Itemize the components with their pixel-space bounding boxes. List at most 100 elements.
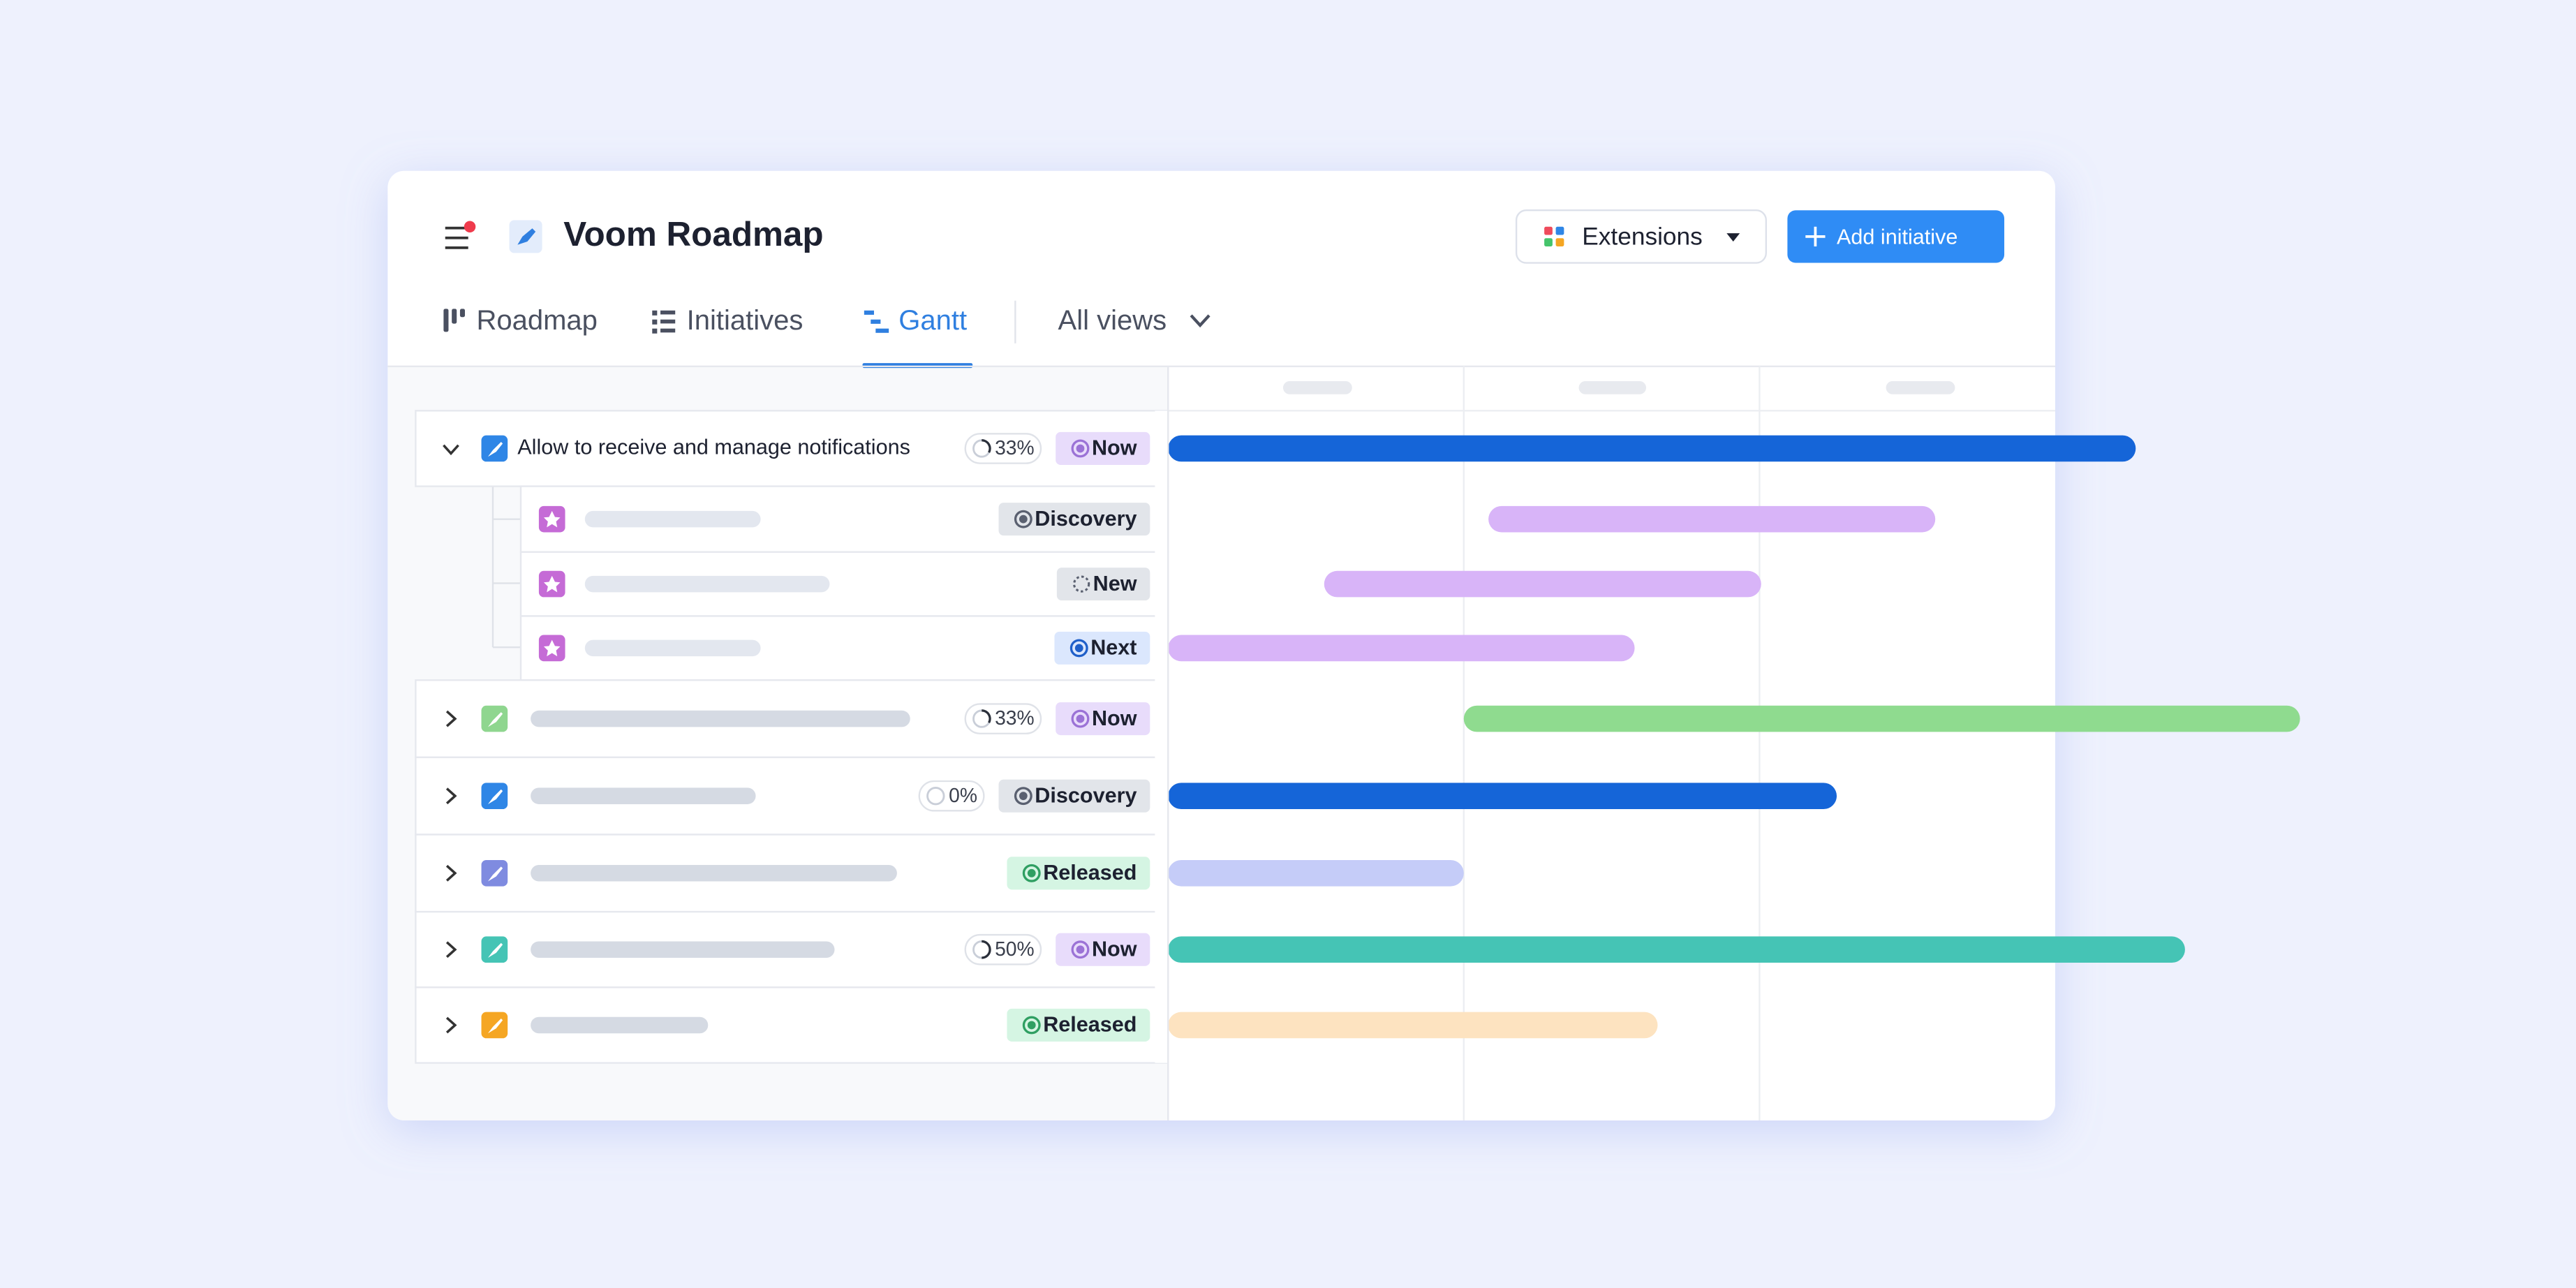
expand-chevron (445, 787, 457, 805)
status-icon-dot (1076, 945, 1085, 954)
menu-line (445, 226, 468, 230)
menu-button[interactable] (445, 221, 476, 249)
status-icon-dot (1074, 644, 1083, 653)
app-title: Voom Roadmap (563, 215, 823, 253)
title-placeholder (531, 941, 835, 958)
ext-icon (1555, 238, 1564, 246)
expand-chevron (443, 444, 459, 456)
ext-icon (1555, 226, 1564, 235)
status-icon (1071, 439, 1090, 458)
title-placeholder (531, 787, 756, 804)
status-pill (998, 503, 1150, 536)
initiatives-icon (652, 310, 676, 334)
title-placeholder (531, 865, 897, 882)
star-glyph (543, 575, 561, 593)
rocket-glyph (487, 712, 503, 727)
status-label: Released (1043, 861, 1137, 884)
ext-icon (1544, 226, 1553, 235)
add-initiative-label: Add initiative (1837, 225, 1957, 249)
status-pill (1007, 857, 1150, 890)
status-label: Discovery (1035, 507, 1137, 531)
expand-chevron (445, 864, 457, 882)
status-icon-dot (1019, 515, 1028, 524)
status-icon (1014, 510, 1032, 528)
status-pill (1007, 1008, 1150, 1042)
rocket-glyph (487, 866, 503, 882)
status-icon (1071, 709, 1090, 728)
status-label: New (1093, 572, 1137, 595)
status-pill (1056, 568, 1150, 601)
expand-chevron (445, 710, 457, 727)
ext-icon (1544, 238, 1553, 246)
status-label: Now (1092, 706, 1137, 730)
status-icon (1071, 940, 1090, 959)
gantt-icon (864, 310, 889, 333)
date-placeholder (1578, 380, 1647, 394)
progress-label: 0% (949, 784, 977, 806)
title-placeholder (531, 1016, 709, 1034)
rows: Allow to receive and manage notification… (415, 366, 2300, 1120)
star-glyph (543, 510, 561, 528)
status-label: Now (1092, 937, 1137, 961)
progress-arc (982, 439, 991, 453)
status-label: Released (1043, 1013, 1137, 1037)
extensions-button[interactable] (1515, 209, 1767, 264)
status-icon-dot (1027, 868, 1036, 878)
expand-chevron (445, 1016, 457, 1034)
menu-line (445, 246, 468, 249)
gantt-bar (1168, 936, 2185, 963)
progress-label: 33% (995, 706, 1034, 729)
status-icon (1022, 1016, 1041, 1035)
title-placeholder (584, 510, 761, 528)
gantt-bar (1168, 435, 2136, 462)
status-pill (998, 779, 1150, 813)
gantt-bar (1488, 505, 1936, 533)
gantt-bar (1168, 635, 1635, 662)
status-icon-dot (1019, 792, 1028, 801)
notification-dot (464, 221, 476, 232)
gantt-bar (1463, 705, 2300, 732)
rocket-glyph (487, 942, 503, 958)
title-placeholder (584, 575, 830, 593)
gantt-bar (1168, 1012, 1658, 1039)
progress-arc (982, 940, 991, 959)
gantt-bar (1168, 859, 1464, 887)
status-label: Now (1092, 436, 1137, 460)
title-placeholder (584, 639, 761, 657)
tree-line (491, 486, 521, 649)
add-initiative-button[interactable] (1787, 210, 2005, 263)
status-label: Discovery (1035, 783, 1137, 807)
panel-edge-cover (1155, 410, 1169, 1063)
progress-ring (926, 787, 945, 806)
chevron (1190, 314, 1211, 328)
all-views[interactable]: All views (1058, 305, 1167, 336)
rocket-icon (517, 228, 536, 245)
status-icon-dot (1076, 714, 1085, 723)
rocket-glyph (487, 442, 503, 457)
tab[interactable]: Roadmap (476, 305, 597, 336)
caret (1726, 233, 1740, 242)
status-icon (1073, 575, 1090, 593)
star-glyph (543, 639, 561, 657)
status-icon (1069, 639, 1088, 658)
menu-line (445, 236, 468, 239)
rocket-glyph (487, 1019, 503, 1034)
rocket-glyph (487, 789, 503, 804)
status-label: Next (1090, 636, 1137, 660)
tab-active[interactable]: Gantt (898, 305, 967, 336)
gantt-bar (1168, 783, 1837, 810)
progress-label: 50% (995, 938, 1034, 960)
status-icon-dot (1076, 444, 1085, 453)
status-icon (1014, 787, 1032, 806)
title-placeholder (531, 710, 910, 727)
progress-arc (982, 709, 991, 724)
progress-label: 33% (995, 436, 1034, 459)
roadmap-icon (443, 309, 465, 332)
row-title: Allow to receive and manage notification… (517, 436, 910, 459)
gantt-bar (1324, 570, 1761, 598)
status-icon (1022, 864, 1041, 882)
date-placeholder (1886, 380, 1955, 394)
tab[interactable]: Initiatives (687, 305, 804, 336)
